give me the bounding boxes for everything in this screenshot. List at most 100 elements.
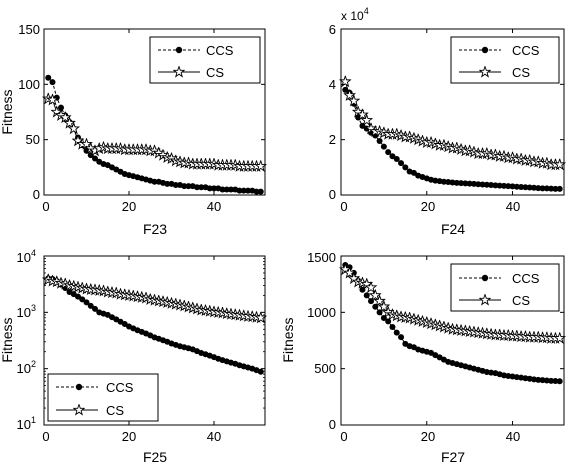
data-point-ccs [45, 74, 52, 81]
chart-panel-f23: 0 50 100 150 0 20 40 F23 Fitness CCS CS [0, 22, 267, 237]
legend: CCS CS [47, 373, 159, 422]
data-point-ccs [402, 164, 409, 171]
data-point-ccs [505, 183, 512, 190]
data-point-ccs [500, 182, 507, 189]
x-axis-label: F23 [143, 221, 167, 237]
data-point-ccs [92, 155, 98, 162]
y-axis-multiplier: x 104 [341, 6, 369, 23]
data-point-ccs [556, 185, 563, 192]
y-axis-label: Fitness [280, 317, 296, 362]
chart-panel-f25: 101 102 103 104 0 20 40 F25 Fitness CCS … [0, 248, 267, 465]
data-point-ccs [530, 184, 537, 191]
x-tick-label: 0 [42, 199, 49, 214]
plot-marks [42, 74, 267, 195]
legend-label-ccs: CCS [206, 43, 234, 58]
x-tick-label: 20 [421, 429, 435, 444]
x-tick-label: 20 [122, 429, 136, 444]
chart-panel-f24: 0 2 4 6 x 104 0 20 40 F24 CCS CS [329, 6, 566, 237]
data-point-ccs [483, 181, 490, 188]
legend: CCS CS [149, 36, 261, 84]
x-tick-label: 20 [421, 199, 435, 214]
data-point-ccs [206, 185, 213, 192]
data-point-ccs [470, 180, 477, 187]
data-point-ccs [380, 143, 387, 150]
data-point-ccs [198, 184, 205, 191]
data-point-ccs [245, 187, 251, 194]
y-axis-label: Fitness [0, 89, 15, 134]
data-point-ccs [87, 302, 94, 309]
data-point-ccs [410, 169, 417, 176]
data-point-ccs [389, 153, 396, 160]
data-point-ccs [389, 323, 396, 330]
y-tick-label: 500 [314, 361, 336, 376]
data-point-ccs [548, 185, 555, 192]
data-point-ccs [257, 368, 264, 375]
data-point-ccs [522, 184, 529, 191]
y-tick-label: 100 [18, 77, 40, 92]
data-point-ccs [363, 292, 370, 299]
data-point-ccs [543, 377, 550, 384]
data-point-ccs [462, 180, 469, 187]
y-tick-label: 50 [26, 132, 40, 147]
x-tick-label: 40 [207, 429, 221, 444]
data-point-ccs [488, 182, 495, 189]
data-point-ccs [393, 156, 400, 163]
y-tick-label: 0 [329, 417, 336, 432]
multiplier-exponent: 4 [364, 6, 369, 16]
legend-label-cs: CS [206, 65, 224, 80]
y-tick-label: 150 [18, 22, 40, 37]
data-point-ccs [164, 180, 171, 187]
data-point-ccs [496, 182, 503, 189]
x-axis-label: F24 [441, 221, 465, 237]
data-point-ccs [181, 183, 188, 190]
data-point-ccs [513, 183, 520, 190]
data-point-ccs [466, 180, 473, 187]
x-axis-label: F25 [143, 449, 167, 465]
legend-label-ccs: CCS [512, 271, 540, 286]
data-point-ccs [518, 183, 525, 190]
legend-label-cs: CS [512, 293, 530, 308]
data-point-ccs [492, 182, 499, 189]
chart-panel-f27: 0 500 1000 1500 0 20 40 F27 Fitness CCS … [280, 250, 566, 465]
legend-marker-ccs [75, 383, 83, 391]
data-point-ccs [548, 377, 555, 384]
data-point-ccs [556, 378, 563, 385]
data-point-ccs [58, 104, 64, 111]
y-tick-label: 1000 [307, 305, 336, 320]
data-point-ccs [79, 296, 86, 303]
legend-box [450, 36, 560, 84]
data-point-ccs [376, 138, 383, 145]
y-tick-label: 103 [17, 303, 36, 320]
data-point-ccs [398, 334, 405, 341]
data-point-ccs [211, 185, 217, 192]
data-point-ccs [475, 181, 482, 188]
axis-ticks [43, 255, 265, 426]
data-point-ccs [75, 293, 81, 300]
plot-marks [339, 75, 566, 192]
data-point-ccs [535, 185, 542, 192]
y-tick-label: 4 [329, 77, 336, 92]
data-point-ccs [236, 187, 243, 194]
x-axis-label: F27 [441, 449, 465, 465]
legend-label-ccs: CCS [106, 380, 134, 395]
data-point-ccs [398, 160, 405, 167]
data-point-ccs [552, 378, 559, 385]
x-tick-label: 40 [207, 199, 221, 214]
data-point-ccs [539, 377, 546, 384]
data-point-ccs [449, 179, 456, 186]
x-tick-label: 40 [506, 429, 520, 444]
y-tick-label: 2 [329, 132, 336, 147]
y-tick-label: 1500 [307, 250, 336, 265]
legend-label-cs: CS [512, 65, 530, 80]
legend: CCS CS [450, 36, 560, 84]
data-point-ccs [385, 149, 392, 156]
data-point-ccs [151, 178, 158, 185]
x-tick-label: 40 [506, 199, 520, 214]
x-tick-label: 0 [340, 429, 347, 444]
legend-box [47, 373, 159, 422]
y-tick-label: 101 [17, 415, 36, 432]
data-point-ccs [458, 180, 465, 187]
data-point-ccs [385, 318, 392, 325]
x-tick-label: 20 [122, 199, 136, 214]
legend-label-ccs: CCS [512, 43, 540, 58]
